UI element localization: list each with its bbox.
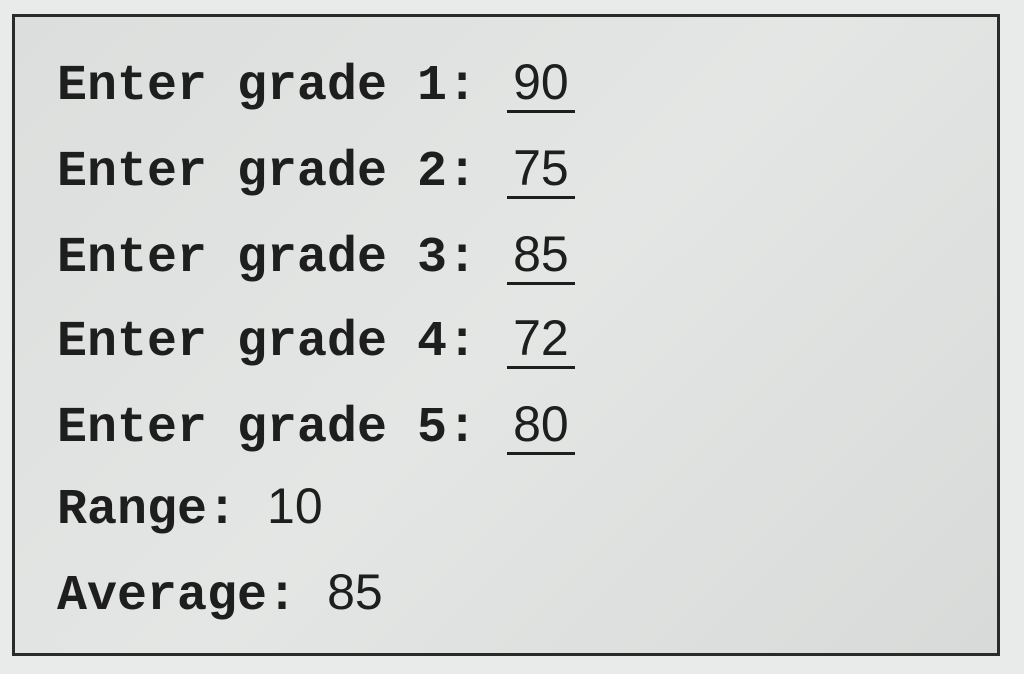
- grade-line-3: Enter grade 3: 85: [57, 225, 575, 287]
- grade-value: 85: [507, 226, 575, 285]
- average-label: Average:: [57, 568, 298, 625]
- grade-value: 80: [507, 396, 575, 455]
- grade-line-4: Enter grade 4: 72: [57, 309, 575, 371]
- range-value: 10: [267, 478, 323, 534]
- prompt-label: Enter grade 3:: [57, 230, 478, 287]
- average-value: 85: [327, 564, 383, 620]
- range-line: Range: 10: [57, 477, 323, 539]
- grade-value: 72: [507, 310, 575, 369]
- prompt-label: Enter grade 1:: [57, 58, 478, 115]
- grade-line-5: Enter grade 5: 80: [57, 395, 575, 457]
- average-line: Average: 85: [57, 563, 383, 625]
- grade-value: 75: [507, 140, 575, 199]
- grade-line-1: Enter grade 1: 90: [57, 53, 575, 115]
- prompt-label: Enter grade 5:: [57, 400, 478, 457]
- prompt-label: Enter grade 4:: [57, 314, 478, 371]
- grade-line-2: Enter grade 2: 75: [57, 139, 575, 201]
- range-label: Range:: [57, 482, 238, 539]
- console-output-box: Enter grade 1: 90 Enter grade 2: 75 Ente…: [12, 14, 1000, 656]
- prompt-label: Enter grade 2:: [57, 144, 478, 201]
- grade-value: 90: [507, 54, 575, 113]
